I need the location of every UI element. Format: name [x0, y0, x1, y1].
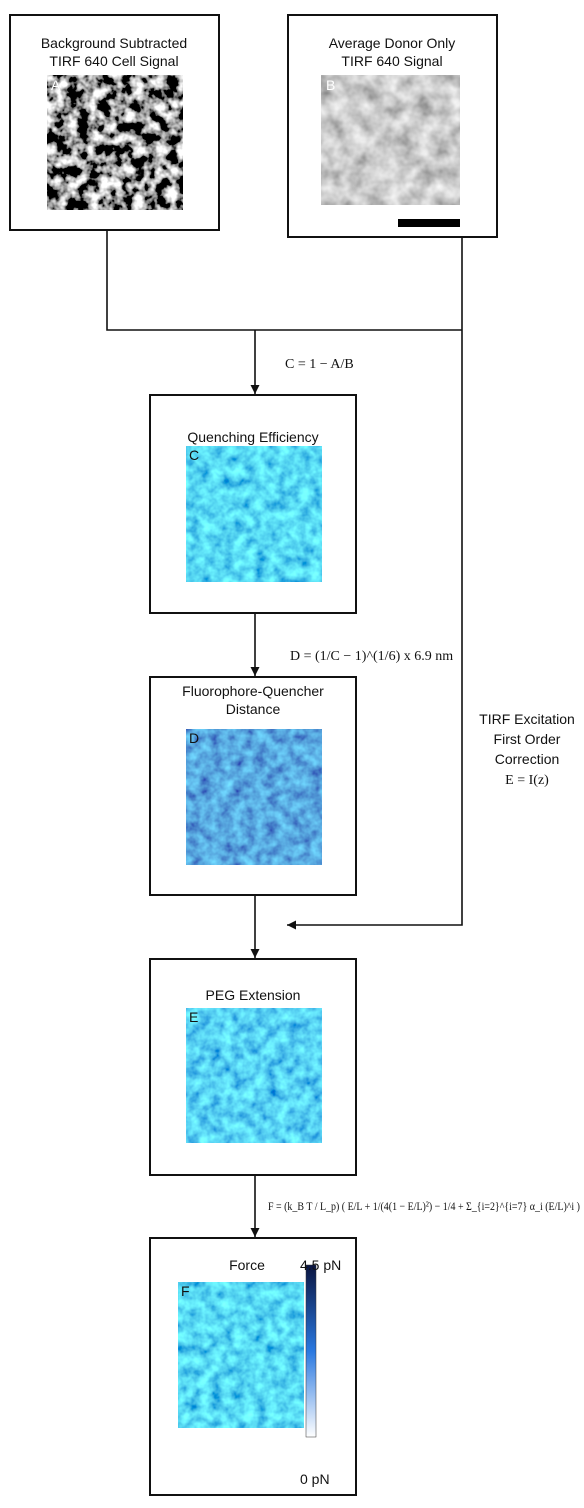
panel-label: D: [189, 730, 199, 746]
panel-label: E: [189, 1009, 198, 1025]
panel-title: Average Donor Only: [329, 35, 456, 51]
diagram: Background Subtracted TIRF 640 Cell Sign…: [0, 0, 584, 1503]
panel-title: Fluorophore-Quencher: [182, 683, 324, 699]
panel-title: Quenching Efficiency: [187, 429, 318, 445]
page: FRET Force Pipeline {"panels": [ {"title…: [0, 0, 584, 1508]
image: [47, 75, 183, 210]
panel-title: Distance: [226, 701, 281, 717]
colorbar: [306, 1265, 316, 1437]
formula: E = I(z): [505, 773, 549, 788]
panel-title: TIRF 640 Cell Signal: [49, 53, 178, 69]
body: Background Subtracted TIRF 640 Cell Sign…: [0, 0, 584, 1508]
note: First Order: [494, 731, 561, 747]
image: [186, 729, 322, 865]
image: [186, 1008, 322, 1143]
panel-title: PEG Extension: [206, 987, 301, 1003]
panel-label: B: [326, 77, 335, 93]
connector: [107, 230, 462, 330]
note: Correction: [495, 751, 560, 767]
panel-label: F: [181, 1283, 190, 1299]
image: [321, 75, 460, 205]
formula: D = (1/C − 1)^(1/6) x 6.9 nm: [290, 649, 453, 664]
colorbar-label: 0 pN: [300, 1471, 330, 1487]
panel-label: A: [51, 77, 61, 93]
colorbar-label: 4.5 pN: [300, 1257, 341, 1273]
panel-label: C: [189, 447, 199, 463]
panel-title: Force: [229, 1257, 265, 1273]
image: [186, 446, 322, 582]
scale-bar: [398, 219, 460, 227]
image: [178, 1282, 304, 1428]
panel-title: TIRF 640 Signal: [341, 53, 442, 69]
note: TIRF Excitation: [479, 711, 575, 727]
formula: F = (k_B T / L_p) ( E/L + 1/(4(1 − E/L)²…: [268, 1199, 580, 1213]
formula: C = 1 − A/B: [285, 357, 354, 372]
panel-title: Background Subtracted: [41, 35, 187, 51]
